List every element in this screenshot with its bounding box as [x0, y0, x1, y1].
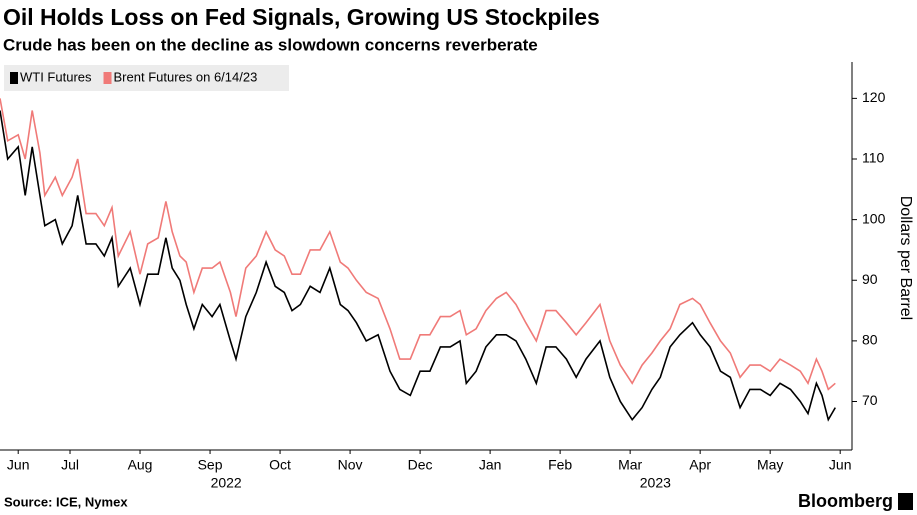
y-tick-label: 110	[862, 150, 885, 166]
legend-box	[4, 65, 289, 91]
x-tick-label: Aug	[128, 457, 153, 473]
year-label: 2022	[211, 475, 242, 491]
y-tick-label: 100	[862, 210, 886, 226]
y-tick-label: 120	[862, 89, 886, 105]
x-tick-label: Jan	[479, 457, 502, 473]
chart-title: Oil Holds Loss on Fed Signals, Growing U…	[3, 4, 600, 30]
x-tick-label: Dec	[408, 457, 433, 473]
y-tick-label: 80	[862, 332, 878, 348]
legend-swatch	[10, 72, 18, 84]
x-tick-label: May	[757, 457, 783, 473]
source: Source: ICE, Nymex	[4, 494, 128, 509]
x-tick-label: Jul	[61, 457, 79, 473]
legend-label: WTI Futures	[20, 69, 92, 84]
line-series	[0, 98, 836, 391]
y-tick-label: 70	[862, 392, 878, 408]
x-tick-label: Mar	[618, 457, 642, 473]
brand: Bloomberg	[798, 491, 893, 511]
x-tick-label: Sep	[198, 457, 223, 473]
y-tick-label: 90	[862, 271, 878, 287]
x-tick-label: Jun	[829, 457, 852, 473]
brand-icon	[898, 493, 913, 510]
x-tick-label: Feb	[548, 457, 572, 473]
x-tick-label: Apr	[689, 457, 711, 473]
y-axis-label: Dollars per Barrel	[897, 196, 914, 320]
legend-swatch	[103, 72, 112, 84]
line-series	[0, 110, 836, 422]
x-tick-label: Jun	[7, 457, 30, 473]
legend-label: Brent Futures on 6/14/23	[114, 69, 258, 84]
chart-subtitle: Crude has been on the decline as slowdow…	[3, 35, 538, 54]
x-tick-label: Nov	[338, 457, 363, 473]
year-label: 2023	[640, 475, 671, 491]
x-tick-label: Oct	[269, 457, 291, 473]
